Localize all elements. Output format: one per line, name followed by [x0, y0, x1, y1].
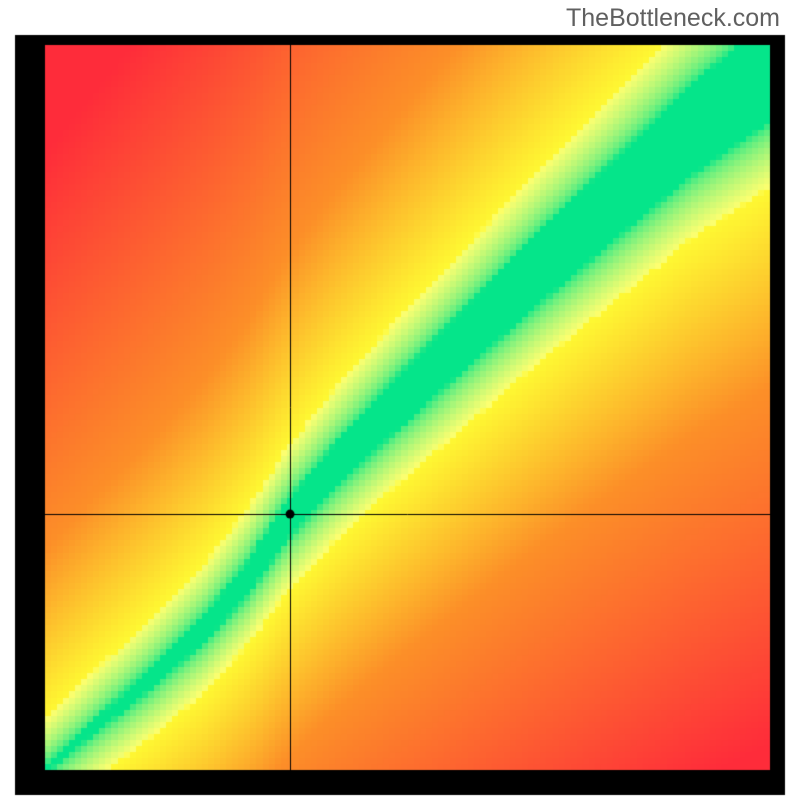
bottleneck-heatmap — [0, 0, 800, 800]
chart-container: TheBottleneck.com — [0, 0, 800, 800]
watermark-text: TheBottleneck.com — [566, 4, 780, 33]
